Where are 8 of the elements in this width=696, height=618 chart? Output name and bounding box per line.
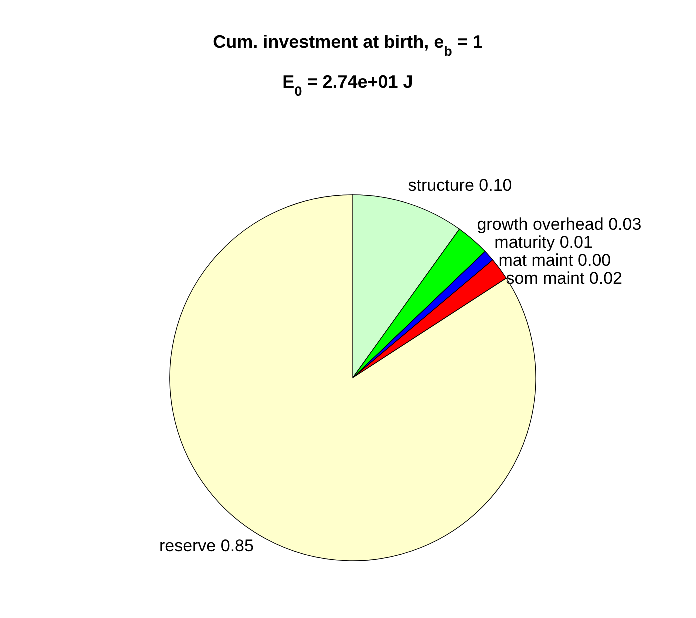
slice-label: structure 0.10 xyxy=(408,176,512,195)
chart-subtitle: E$_{0}$ = 2.74e+01 J xyxy=(282,72,414,98)
slice-label: maturity 0.01 xyxy=(494,232,593,252)
slice-label: som maint 0.02 xyxy=(506,268,623,288)
slice-label: reserve 0.85 xyxy=(159,536,254,556)
chart-title: Cum. investment at birth, e$_{b}$ = 1 xyxy=(213,32,483,58)
category-label: mat maint 0.00 xyxy=(498,250,612,270)
slice-label: growth overhead 0.03 xyxy=(477,214,642,234)
